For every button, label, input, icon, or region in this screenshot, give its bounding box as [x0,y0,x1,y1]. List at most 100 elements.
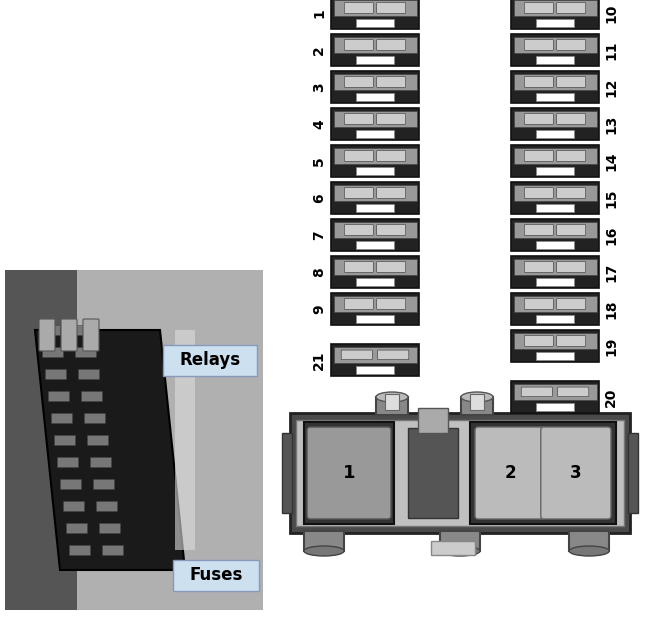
Bar [536,352,574,359]
Text: Relays: Relays [179,351,240,369]
FancyBboxPatch shape [541,427,611,519]
Bar [514,184,597,201]
FancyBboxPatch shape [88,435,109,445]
Bar [356,167,394,174]
FancyBboxPatch shape [525,298,553,310]
FancyBboxPatch shape [377,188,406,198]
Bar [356,204,394,211]
Text: 2: 2 [504,464,516,482]
FancyBboxPatch shape [60,480,81,490]
FancyBboxPatch shape [64,502,84,511]
Bar [511,108,599,140]
Bar [356,19,394,27]
Bar [514,333,597,350]
FancyBboxPatch shape [42,348,64,358]
Bar [333,110,417,127]
Bar [331,293,419,325]
FancyBboxPatch shape [377,151,406,161]
FancyBboxPatch shape [556,336,586,346]
Bar [514,384,597,400]
FancyBboxPatch shape [344,113,373,125]
Text: 18: 18 [604,299,618,319]
Bar [536,204,574,211]
FancyBboxPatch shape [46,369,66,379]
Bar [440,531,480,551]
FancyBboxPatch shape [70,546,90,556]
Bar [511,145,599,177]
FancyBboxPatch shape [57,457,79,467]
FancyBboxPatch shape [81,391,103,401]
Text: 3: 3 [570,464,582,482]
Text: 4: 4 [312,119,326,129]
Bar [511,381,599,413]
Text: 16: 16 [604,226,618,245]
Bar [304,531,344,551]
Text: 3: 3 [312,82,326,92]
FancyBboxPatch shape [344,77,373,87]
Bar [5,270,77,610]
FancyBboxPatch shape [344,151,373,161]
Bar [511,71,599,103]
Text: 14: 14 [604,151,618,171]
FancyBboxPatch shape [377,2,406,13]
FancyBboxPatch shape [96,502,118,511]
FancyBboxPatch shape [173,560,259,591]
Bar [385,394,399,410]
FancyBboxPatch shape [103,546,124,556]
Bar [536,167,574,174]
Text: 1: 1 [343,464,356,482]
Bar [514,295,597,312]
FancyBboxPatch shape [525,188,553,198]
FancyBboxPatch shape [51,414,73,424]
Bar [331,34,419,66]
Bar [628,433,638,513]
FancyBboxPatch shape [556,188,586,198]
Bar [511,219,599,251]
Bar [514,37,597,53]
Bar [333,74,417,90]
Bar [282,433,292,513]
Bar [356,278,394,285]
Text: 2: 2 [312,45,326,55]
Bar [333,184,417,201]
Bar [511,0,599,29]
Polygon shape [35,330,185,570]
Text: 8: 8 [312,267,326,277]
Bar [333,0,417,16]
Text: 7: 7 [312,230,326,240]
Bar [333,37,417,53]
FancyBboxPatch shape [83,319,99,351]
FancyBboxPatch shape [344,224,373,235]
Ellipse shape [376,392,408,402]
FancyBboxPatch shape [39,319,55,351]
Bar [536,56,574,64]
Text: 11: 11 [604,40,618,60]
Text: 5: 5 [312,156,326,166]
Bar [356,366,394,374]
Text: 21: 21 [312,350,326,369]
Bar [331,344,419,376]
FancyBboxPatch shape [556,151,586,161]
Text: 17: 17 [604,262,618,282]
Bar [569,531,609,551]
Bar [511,34,599,66]
FancyBboxPatch shape [307,427,391,519]
FancyBboxPatch shape [475,427,545,519]
FancyBboxPatch shape [99,523,120,533]
Bar [511,182,599,214]
FancyBboxPatch shape [521,387,552,397]
FancyBboxPatch shape [61,319,77,351]
FancyBboxPatch shape [525,262,553,272]
Bar [356,93,394,100]
FancyBboxPatch shape [79,369,99,379]
FancyBboxPatch shape [556,224,586,235]
FancyBboxPatch shape [556,262,586,272]
Ellipse shape [569,546,609,556]
Bar [511,293,599,325]
Bar [356,56,394,64]
Bar [536,130,574,138]
FancyBboxPatch shape [94,480,114,490]
Bar [514,259,597,275]
FancyBboxPatch shape [84,414,105,424]
Bar [418,408,448,433]
